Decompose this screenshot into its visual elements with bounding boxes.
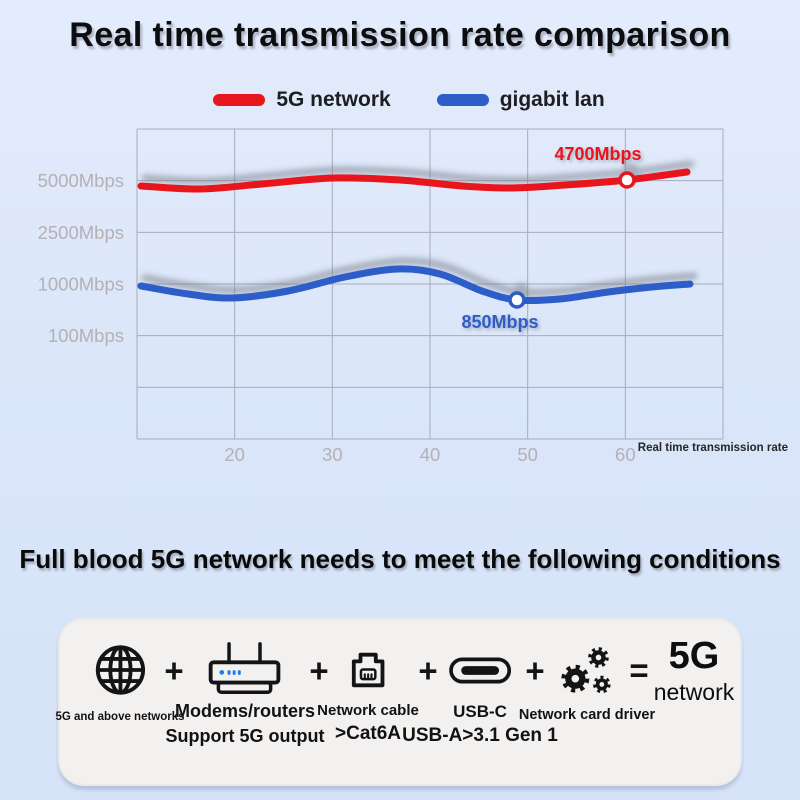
y-axis-tick-label: 5000Mbps	[38, 170, 124, 191]
series-5G-network	[137, 168, 691, 193]
result-5g-network: 5G network	[654, 634, 735, 706]
legend-item-gigabit-lan: gigabit lan	[436, 88, 605, 112]
ethernet-port-icon	[317, 642, 419, 698]
result-bottom: network	[653, 679, 735, 705]
plus-operator: +	[309, 652, 329, 689]
series-gigabit-lan	[137, 265, 694, 309]
series-line	[137, 168, 691, 193]
plus-operator: +	[418, 652, 438, 689]
data-point-marker	[618, 171, 636, 189]
y-axis-tick-label: 2500Mbps	[38, 222, 124, 243]
legend-item-5g-network: 5G network	[213, 88, 391, 112]
condition-label: Network cable	[317, 702, 419, 719]
condition-network-cable: Network cable >Cat6A	[317, 642, 419, 747]
page-title: Real time transmission rate comparison	[69, 16, 731, 54]
legend-swatch-5g-network	[213, 94, 266, 106]
condition-label: Network card driver	[518, 707, 656, 723]
legend-pill	[213, 94, 266, 106]
plus-operator: +	[164, 652, 184, 689]
x-axis-tick-label: 50	[517, 444, 538, 465]
equals-operator: =	[629, 652, 649, 689]
router-icon	[166, 642, 325, 698]
plus-operator: +	[525, 652, 545, 689]
data-point-marker	[508, 291, 526, 309]
globe-icon	[55, 642, 184, 698]
condition-sublabel: Support 5G output	[165, 726, 325, 746]
condition-label: Modems/routers	[174, 701, 316, 721]
legend-swatch-gigabit-lan	[436, 94, 489, 106]
condition-usb-c: USB-C USB-A>3.1 Gen 1	[402, 642, 558, 749]
condition-sublabel: >Cat6A	[335, 723, 401, 744]
legend-pill	[436, 94, 489, 106]
condition-label: USB-C	[453, 702, 507, 721]
usb-c-icon	[402, 642, 558, 698]
condition-modem-router: Modems/routers Support 5G output	[165, 642, 325, 748]
data-point-annotation: 4700Mbps	[554, 144, 641, 164]
x-axis-note: Real time transmission rate	[638, 442, 788, 454]
condition-label: 5G and above networks	[55, 711, 185, 723]
data-point-annotation: 850Mbps	[461, 312, 538, 332]
legend-label-gigabit-lan: gigabit lan	[499, 88, 605, 111]
chart-legend: 5G network gigabit lan	[18, 87, 800, 113]
result-top: 5G	[668, 635, 720, 677]
series-line	[137, 265, 694, 305]
x-axis-tick-label: 60	[615, 444, 636, 465]
x-axis-tick-label: 30	[322, 444, 343, 465]
x-axis-tick-label: 40	[420, 444, 441, 465]
rate-comparison-chart: 5000Mbps 2500Mbps 1000Mbps 100Mbps 20 30 40 50 6…	[38, 128, 788, 465]
y-axis-tick-label: 100Mbps	[48, 325, 124, 346]
condition-network-card-driver: Network card driver	[519, 642, 655, 723]
x-axis-tick-label: 20	[224, 444, 245, 465]
conditions-heading: Full blood 5G network needs to meet the …	[19, 544, 781, 574]
gears-icon	[519, 642, 655, 698]
conditions-card: 5G and above networks +	[55, 618, 742, 786]
condition-sublabel: USB-A>3.1 Gen 1	[402, 725, 558, 746]
y-axis-tick-label: 1000Mbps	[38, 274, 124, 295]
legend-label-5g-network: 5G network	[276, 88, 391, 111]
condition-5g-coverage: 5G and above networks	[55, 642, 185, 723]
